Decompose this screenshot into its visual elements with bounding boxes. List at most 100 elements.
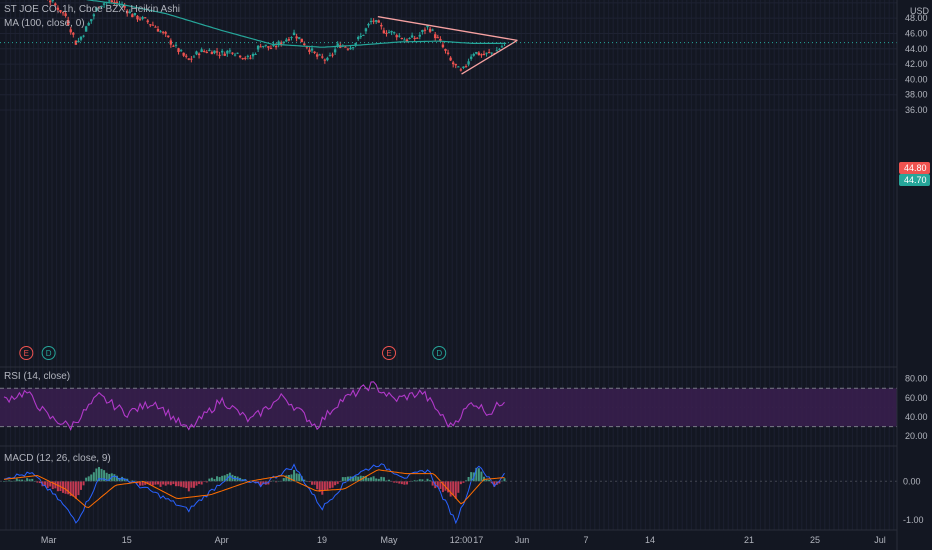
symbol-legend[interactable]: ST JOE CO, 1h, Cboe BZX, Heikin Ashi [4, 4, 180, 15]
candle-down [210, 52, 214, 55]
candle-down [136, 15, 139, 20]
candle-down [203, 51, 206, 53]
price-axis-ticks: 36.00 38.00 40.00 42.00 44.00 46.00 48.00 [905, 13, 928, 115]
macd-bar-down [141, 481, 144, 486]
candle-up [141, 17, 144, 19]
macd-bar-down [67, 481, 70, 495]
candle-down [428, 28, 432, 32]
rsi-line [3, 381, 505, 432]
candle-down [331, 54, 334, 56]
macd-bar-up [354, 476, 357, 482]
earnings-event-marker[interactable]: E [19, 346, 34, 360]
candle-down [454, 63, 457, 66]
candle-down [416, 37, 419, 39]
candle-down [380, 24, 383, 27]
macd-bar-down [398, 481, 401, 484]
candle-down [446, 52, 450, 54]
candle-down [480, 54, 483, 56]
ma-price-value: 44.70 [904, 175, 927, 185]
triangle-lower-line [461, 39, 518, 75]
macd-bar-down [321, 481, 324, 495]
macd-bar-down [154, 481, 157, 485]
macd-bar-down [62, 481, 65, 493]
candle-up [200, 49, 203, 53]
candle-down [69, 29, 72, 33]
price-tick-label: 48.00 [905, 13, 928, 23]
candle-down [423, 29, 427, 31]
candle-up [364, 28, 368, 32]
macd-bar-down [203, 481, 206, 482]
macd-legend[interactable]: MACD (12, 26, close, 9) [4, 453, 111, 464]
macd-bar-up [277, 480, 280, 482]
candle-down [172, 45, 175, 47]
candle-up [128, 11, 131, 14]
candle-up [421, 30, 424, 33]
candle-down [66, 19, 70, 25]
candle-down [151, 24, 155, 26]
macd-bar-down [72, 481, 75, 497]
candle-down [223, 53, 226, 56]
rsi-legend[interactable]: RSI (14, close) [4, 371, 71, 382]
macd-bar-down [439, 481, 442, 489]
macd-bar-up [303, 479, 306, 482]
ma-legend[interactable]: MA (100, close, 0) [4, 18, 85, 29]
candle-down [138, 18, 142, 20]
macd-bar-down [405, 481, 408, 485]
macd-bar-down [408, 481, 411, 482]
candle-up [87, 23, 90, 26]
candle-down [487, 52, 491, 54]
candle-down [74, 40, 78, 45]
candle-up [457, 66, 460, 68]
candle-up [51, 0, 54, 2]
candle-down [436, 37, 439, 39]
candle-up [349, 47, 352, 50]
candle-up [297, 37, 301, 39]
macd-bar-up [346, 476, 349, 482]
macd-bar-down [185, 481, 188, 489]
macd-bar-up [357, 476, 360, 482]
candle-down [146, 20, 149, 23]
candle-down [215, 51, 219, 53]
macd-bar-down [454, 481, 457, 499]
candle-up [133, 12, 137, 16]
macd-bar-down [447, 481, 450, 493]
macd-bar-up [290, 474, 293, 482]
macd-bar-up [216, 476, 219, 482]
macd-bar-down [395, 481, 398, 483]
price-axis[interactable] [897, 0, 932, 550]
macd-bar-down [200, 481, 203, 485]
dividend-event-marker[interactable]: D [41, 346, 56, 360]
macd-bar-up [90, 474, 93, 482]
macd-bar-down [51, 481, 54, 490]
candle-up [82, 35, 85, 37]
macd-tick-label: 0.00 [903, 476, 921, 486]
candle-up [108, 0, 111, 2]
candle-down [444, 48, 447, 51]
macd-bar-down [139, 481, 142, 486]
macd-bar-down [323, 481, 326, 491]
macd-bar-down [313, 481, 316, 485]
candle-up [282, 41, 285, 43]
earnings-event-marker[interactable]: E [382, 346, 397, 360]
time-tick-label: 7 [583, 535, 588, 545]
macd-bar-up [488, 479, 491, 482]
candle-down [377, 20, 380, 23]
macd-bar-up [97, 467, 100, 482]
macd-bar-up [87, 476, 90, 482]
last-price-badge: 44.80 [899, 162, 930, 174]
macd-bar-up [13, 480, 16, 482]
macd-bar-up [485, 479, 488, 482]
macd-bar-down [308, 481, 311, 483]
triangle-upper-line [377, 15, 518, 42]
macd-bar-up [208, 478, 211, 482]
candle-up [418, 34, 422, 37]
candle-down [308, 49, 311, 52]
event-marker-circle [382, 346, 397, 360]
macd-bar-down [462, 481, 465, 483]
dividend-event-marker[interactable]: D [432, 346, 447, 360]
triangle-drawing[interactable] [377, 15, 518, 75]
time-tick-label: Mar [41, 535, 57, 545]
